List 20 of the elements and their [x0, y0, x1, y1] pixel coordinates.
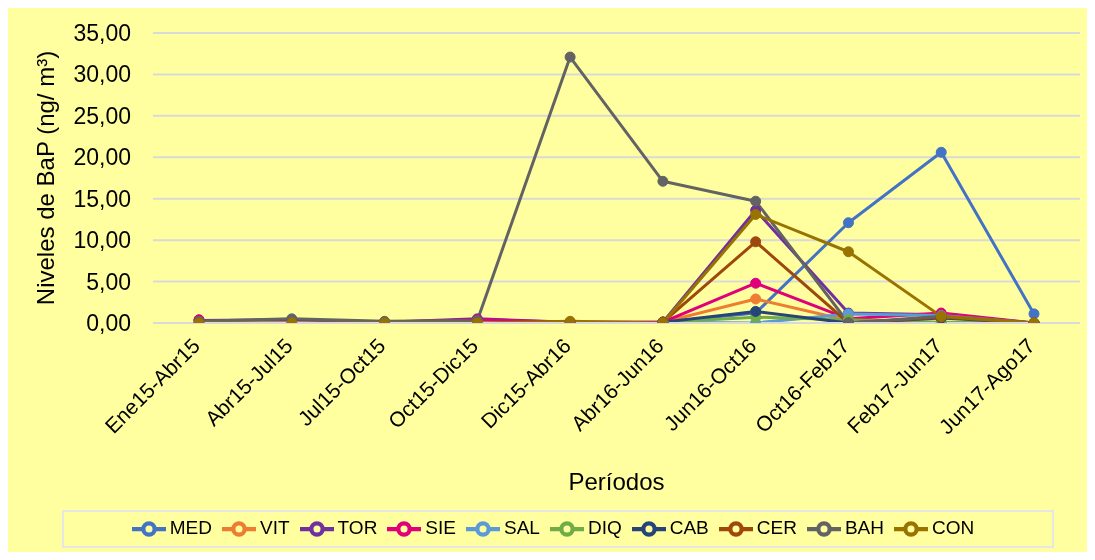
y-tick-label: 5,00 — [86, 268, 131, 295]
legend-label: TOR — [337, 517, 378, 539]
legend-label: SIE — [425, 517, 456, 539]
y-tick-label: 30,00 — [73, 61, 131, 88]
legend-label: VIT — [260, 517, 290, 539]
y-tick-label: 15,00 — [73, 185, 131, 212]
legend-label: CER — [756, 517, 797, 539]
y-axis-title: Niveles de BaP (ng/ m³) — [32, 50, 60, 306]
legend-label: CAB — [669, 517, 709, 539]
y-tick-label: 10,00 — [73, 227, 131, 254]
x-axis-title: Períodos — [568, 468, 665, 495]
legend-label: CON — [931, 517, 975, 539]
legend-label: MED — [169, 517, 213, 539]
y-tick-label: 20,00 — [73, 144, 131, 171]
y-tick-label: 0,00 — [86, 310, 131, 337]
y-tick-label: 25,00 — [73, 102, 131, 129]
legend-label: DIQ — [587, 517, 622, 539]
legend-label: BAH — [844, 517, 884, 539]
legend-label: SAL — [503, 517, 540, 539]
y-tick-label: 35,00 — [73, 20, 131, 47]
